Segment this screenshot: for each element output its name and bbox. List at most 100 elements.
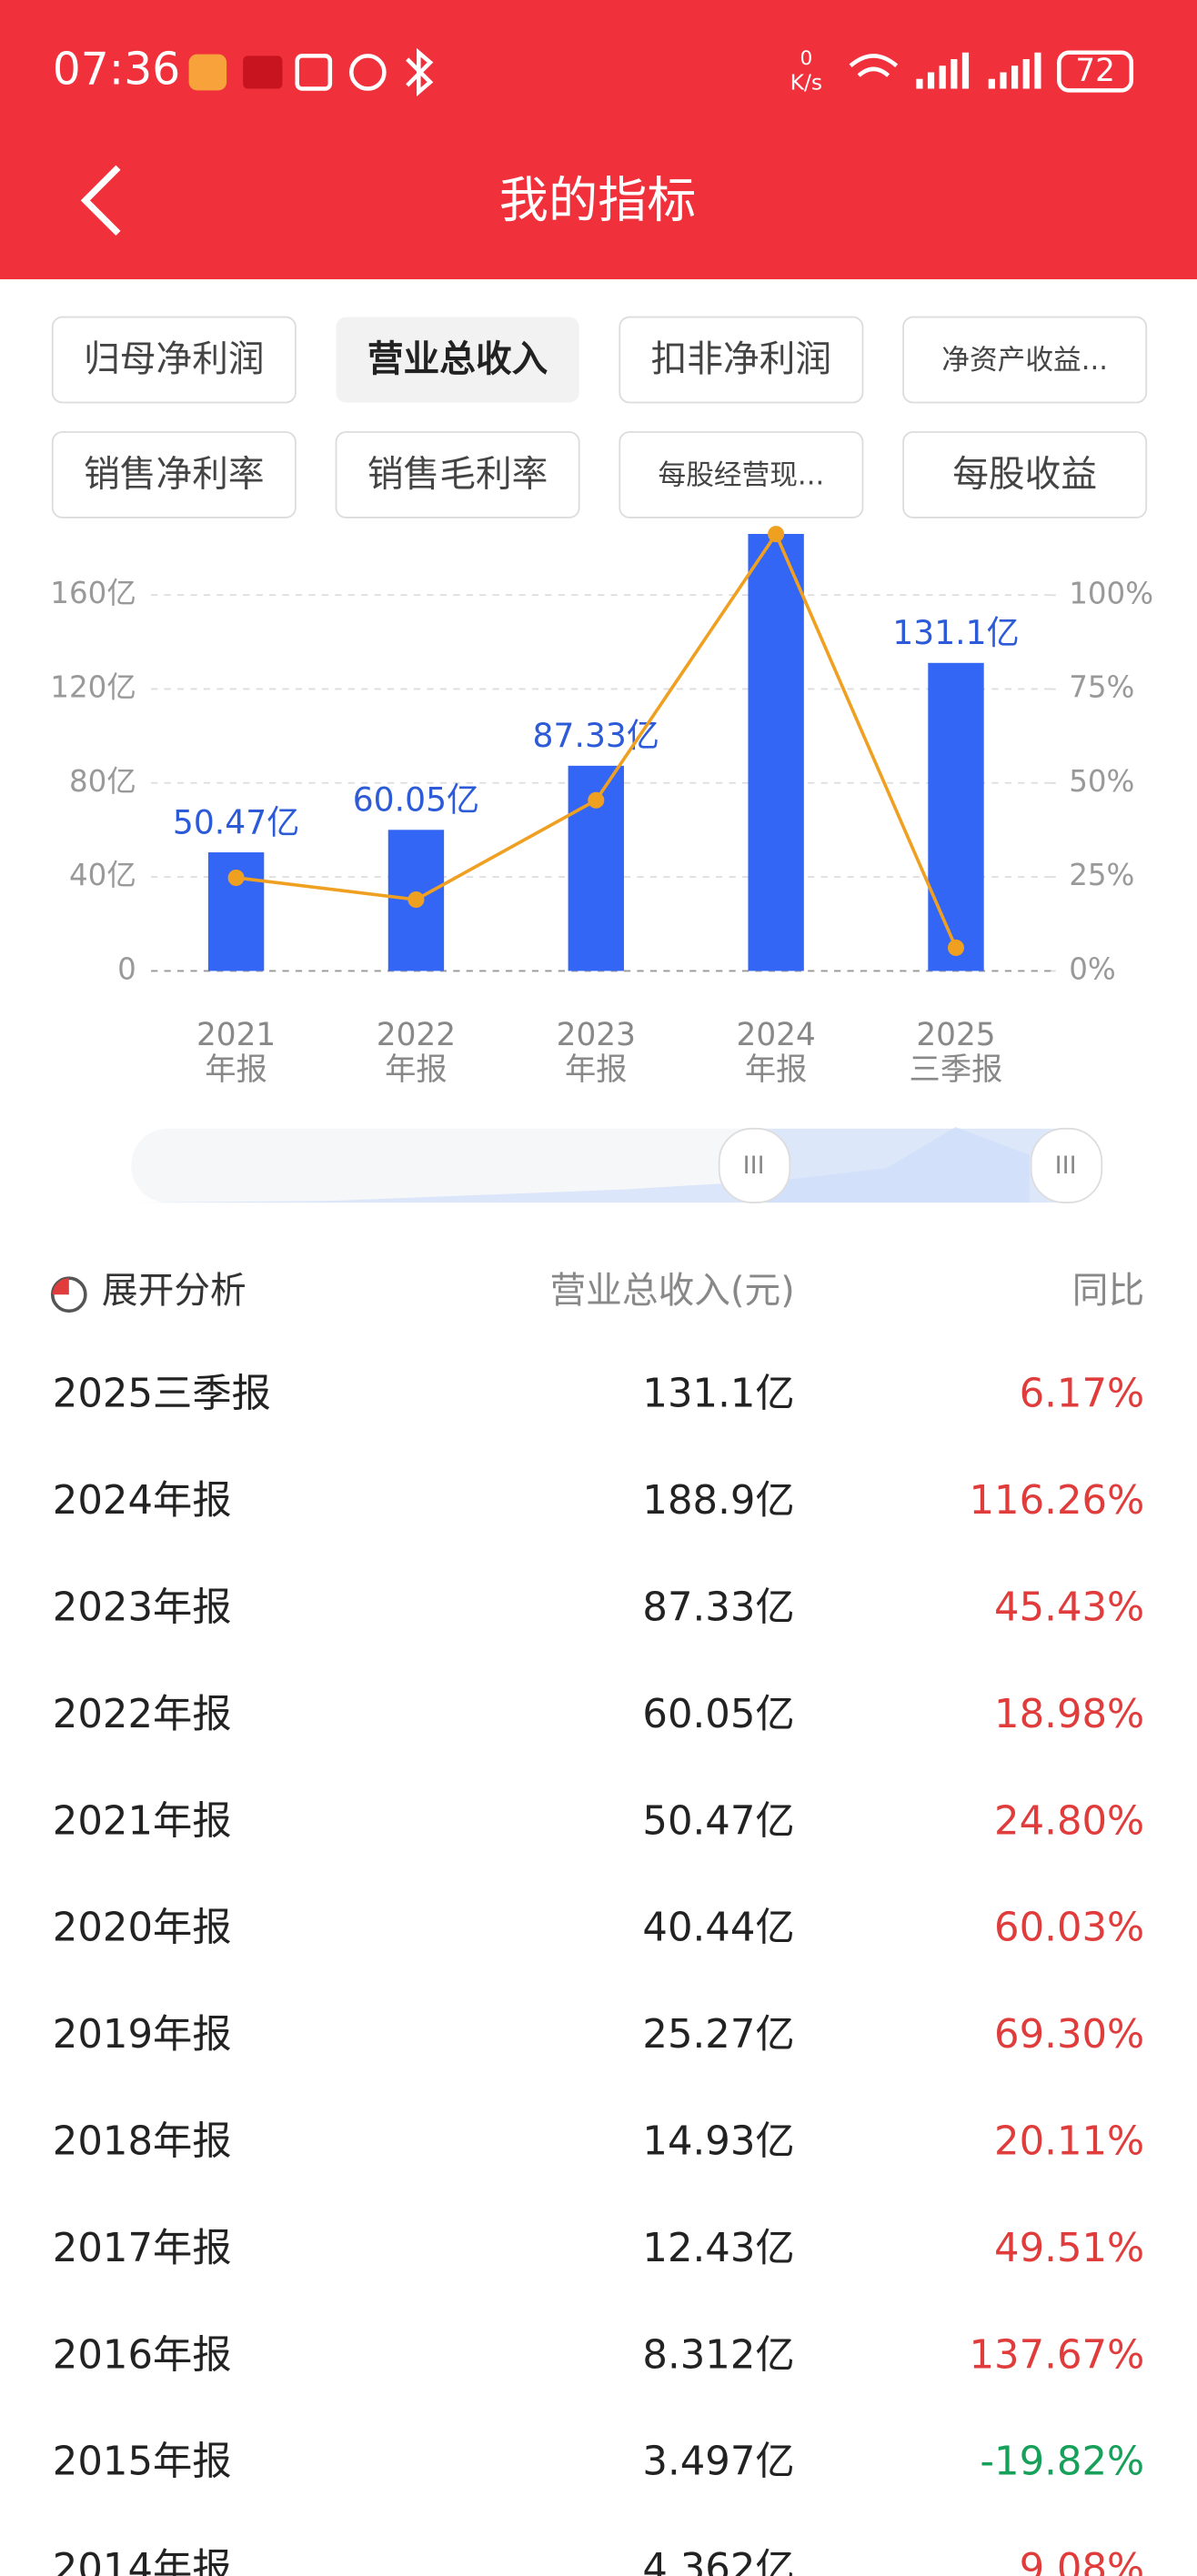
x-tick-label: 2021	[196, 1017, 276, 1053]
table-header: 营业总收入(元)	[549, 1270, 794, 1312]
row-value: 3.497亿	[642, 2440, 794, 2485]
tab[interactable]	[902, 316, 1148, 404]
tab-label[interactable]: 归母净利润	[84, 338, 265, 380]
x-tick-label: 三季报	[910, 1052, 1003, 1088]
y2-tick-label: 100%	[1069, 576, 1153, 610]
row-period: 2014年报	[53, 2546, 232, 2576]
x-tick-label: 年报	[565, 1052, 628, 1088]
tab-label[interactable]: 每股经营现...	[659, 459, 825, 491]
row-value: 12.43亿	[642, 2226, 794, 2271]
value-label: 50.47亿	[173, 802, 299, 841]
y-tick-label: 80亿	[69, 764, 136, 799]
x-tick-label: 2022	[377, 1017, 456, 1053]
tab[interactable]	[51, 431, 297, 518]
line-point	[768, 526, 785, 543]
row-period: 2015年报	[53, 2440, 232, 2485]
row-period: 2025三季报	[53, 1372, 271, 1417]
line-point	[588, 791, 605, 809]
svg-text:III: III	[1055, 1152, 1077, 1180]
row-value: 87.33亿	[642, 1585, 794, 1630]
row-value: 131.1亿	[642, 1372, 794, 1417]
x-tick-label: 年报	[205, 1052, 267, 1088]
row-yoy: 137.67%	[970, 2332, 1145, 2378]
row-yoy: 49.51%	[994, 2226, 1144, 2271]
tab[interactable]	[619, 431, 864, 518]
row-value: 8.312亿	[642, 2332, 794, 2378]
tab[interactable]	[336, 317, 579, 403]
row-value: 14.93亿	[642, 2118, 794, 2164]
row-yoy: 24.80%	[994, 1798, 1144, 1844]
row-period: 2024年报	[53, 1478, 232, 1524]
page-title: 我的指标	[499, 172, 697, 229]
row-period: 2023年报	[53, 1585, 232, 1630]
row-period: 2016年报	[53, 2332, 232, 2378]
row-yoy: 18.98%	[994, 1692, 1144, 1737]
tab-label[interactable]: 扣非净利润	[651, 338, 832, 380]
row-yoy: 9.08%	[1020, 2546, 1145, 2576]
line-point	[227, 869, 245, 887]
row-yoy: 45.43%	[994, 1585, 1144, 1630]
tab-label[interactable]: 销售净利率	[84, 453, 265, 495]
row-value: 60.05亿	[642, 1692, 794, 1737]
row-value: 25.27亿	[642, 2012, 794, 2058]
row-value: 4.362亿	[642, 2546, 794, 2576]
y-tick-label: 40亿	[69, 858, 136, 892]
row-yoy: -19.82%	[980, 2440, 1144, 2485]
back-button[interactable]	[80, 165, 121, 236]
row-yoy: 60.03%	[994, 1906, 1144, 1951]
y2-tick-label: 0%	[1069, 951, 1116, 986]
table-header: 展开分析	[102, 1270, 246, 1312]
tab[interactable]	[335, 431, 580, 518]
bar	[928, 662, 984, 971]
net-unit: K/s	[790, 70, 823, 96]
row-yoy: 20.11%	[994, 2118, 1144, 2164]
row-period: 2022年报	[53, 1692, 232, 1737]
y2-tick-label: 75%	[1069, 670, 1134, 705]
y-tick-label: 0	[117, 951, 136, 986]
row-yoy: 6.17%	[1020, 1372, 1145, 1417]
x-tick-label: 2025	[916, 1017, 995, 1053]
tab-label[interactable]: 营业总收入	[367, 338, 548, 380]
header-bg	[0, 0, 1197, 280]
plot	[207, 533, 984, 971]
battery-level: 72	[1075, 53, 1115, 89]
row-value: 40.44亿	[642, 1906, 794, 1951]
line-point	[407, 891, 425, 909]
x-tick-label: 年报	[745, 1052, 808, 1088]
row-value: 188.9亿	[642, 1478, 794, 1524]
x-tick-label: 2023	[557, 1017, 636, 1053]
tab-label[interactable]: 每股收益	[952, 453, 1097, 495]
value-label: 60.05亿	[353, 780, 479, 820]
status-icons	[188, 47, 1134, 97]
analysis-icon	[50, 1276, 87, 1313]
row-period: 2021年报	[53, 1798, 232, 1844]
x-tick-label: 年报	[385, 1052, 448, 1088]
tab[interactable]	[619, 316, 864, 404]
row-period: 2017年报	[53, 2226, 232, 2271]
row-period: 2018年报	[53, 2118, 232, 2164]
svg-text:III: III	[743, 1152, 765, 1180]
y2-tick-label: 25%	[1069, 858, 1134, 892]
tab-label[interactable]: 净资产收益...	[941, 345, 1108, 377]
row-value: 50.47亿	[642, 1798, 794, 1844]
status-time: 07:36	[53, 44, 180, 95]
net-speed: 0	[800, 47, 812, 70]
row-yoy: 69.30%	[994, 2012, 1144, 2058]
bar	[748, 533, 804, 971]
row-period: 2020年报	[53, 1906, 232, 1951]
line-point	[947, 939, 965, 956]
tab-label[interactable]: 销售毛利率	[367, 453, 548, 495]
value-label: 131.1亿	[892, 613, 1019, 652]
y-tick-label: 160亿	[50, 576, 136, 610]
y-tick-label: 120亿	[50, 669, 136, 704]
table-header: 同比	[1072, 1270, 1144, 1312]
tab[interactable]	[902, 431, 1148, 518]
tab[interactable]	[51, 316, 297, 404]
row-period: 2019年报	[53, 2012, 232, 2058]
row-yoy: 116.26%	[970, 1478, 1145, 1524]
y2-tick-label: 50%	[1069, 764, 1134, 799]
x-tick-label: 2024	[737, 1017, 816, 1053]
range-slider[interactable]: III III	[131, 1127, 1103, 1203]
